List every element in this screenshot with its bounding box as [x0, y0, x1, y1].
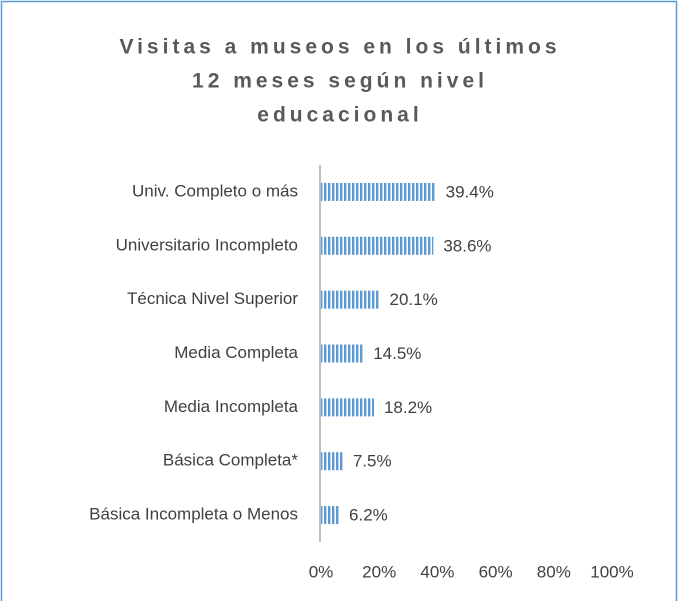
data-label: 20.1% [389, 290, 437, 309]
x-tick-label: 0% [309, 562, 334, 581]
bar [321, 236, 434, 255]
y-tick-label: Técnica Nivel Superior [127, 289, 298, 308]
y-tick-label: Básica Completa* [163, 451, 299, 470]
bar [321, 452, 343, 471]
y-tick-label: Media Incompleta [164, 397, 299, 416]
bar [321, 506, 340, 525]
y-tick-label: Universitario Incompleto [116, 235, 298, 254]
x-tick-label: 80% [537, 562, 571, 581]
x-tick-label: 60% [479, 562, 513, 581]
chart-title: 12 meses según nivel [192, 70, 488, 93]
data-label: 7.5% [353, 452, 392, 471]
bar [321, 182, 436, 201]
data-label: 38.6% [443, 236, 491, 255]
data-label: 14.5% [373, 344, 421, 363]
x-tick-label: 20% [362, 562, 396, 581]
bar [321, 290, 380, 309]
chart-title: educacional [257, 104, 422, 127]
x-tick-label: 40% [420, 562, 454, 581]
bar [321, 398, 374, 417]
y-tick-label: Media Completa [174, 343, 298, 362]
chart-title: Visitas a museos en los últimos [119, 36, 560, 59]
x-tick-label: 100% [590, 562, 633, 581]
bar [321, 344, 364, 363]
data-label: 39.4% [446, 182, 494, 201]
data-label: 6.2% [349, 506, 388, 525]
data-label: 18.2% [384, 398, 432, 417]
y-tick-label: Básica Incompleta o Menos [89, 505, 298, 524]
y-tick-label: Univ. Completo o más [132, 181, 298, 200]
